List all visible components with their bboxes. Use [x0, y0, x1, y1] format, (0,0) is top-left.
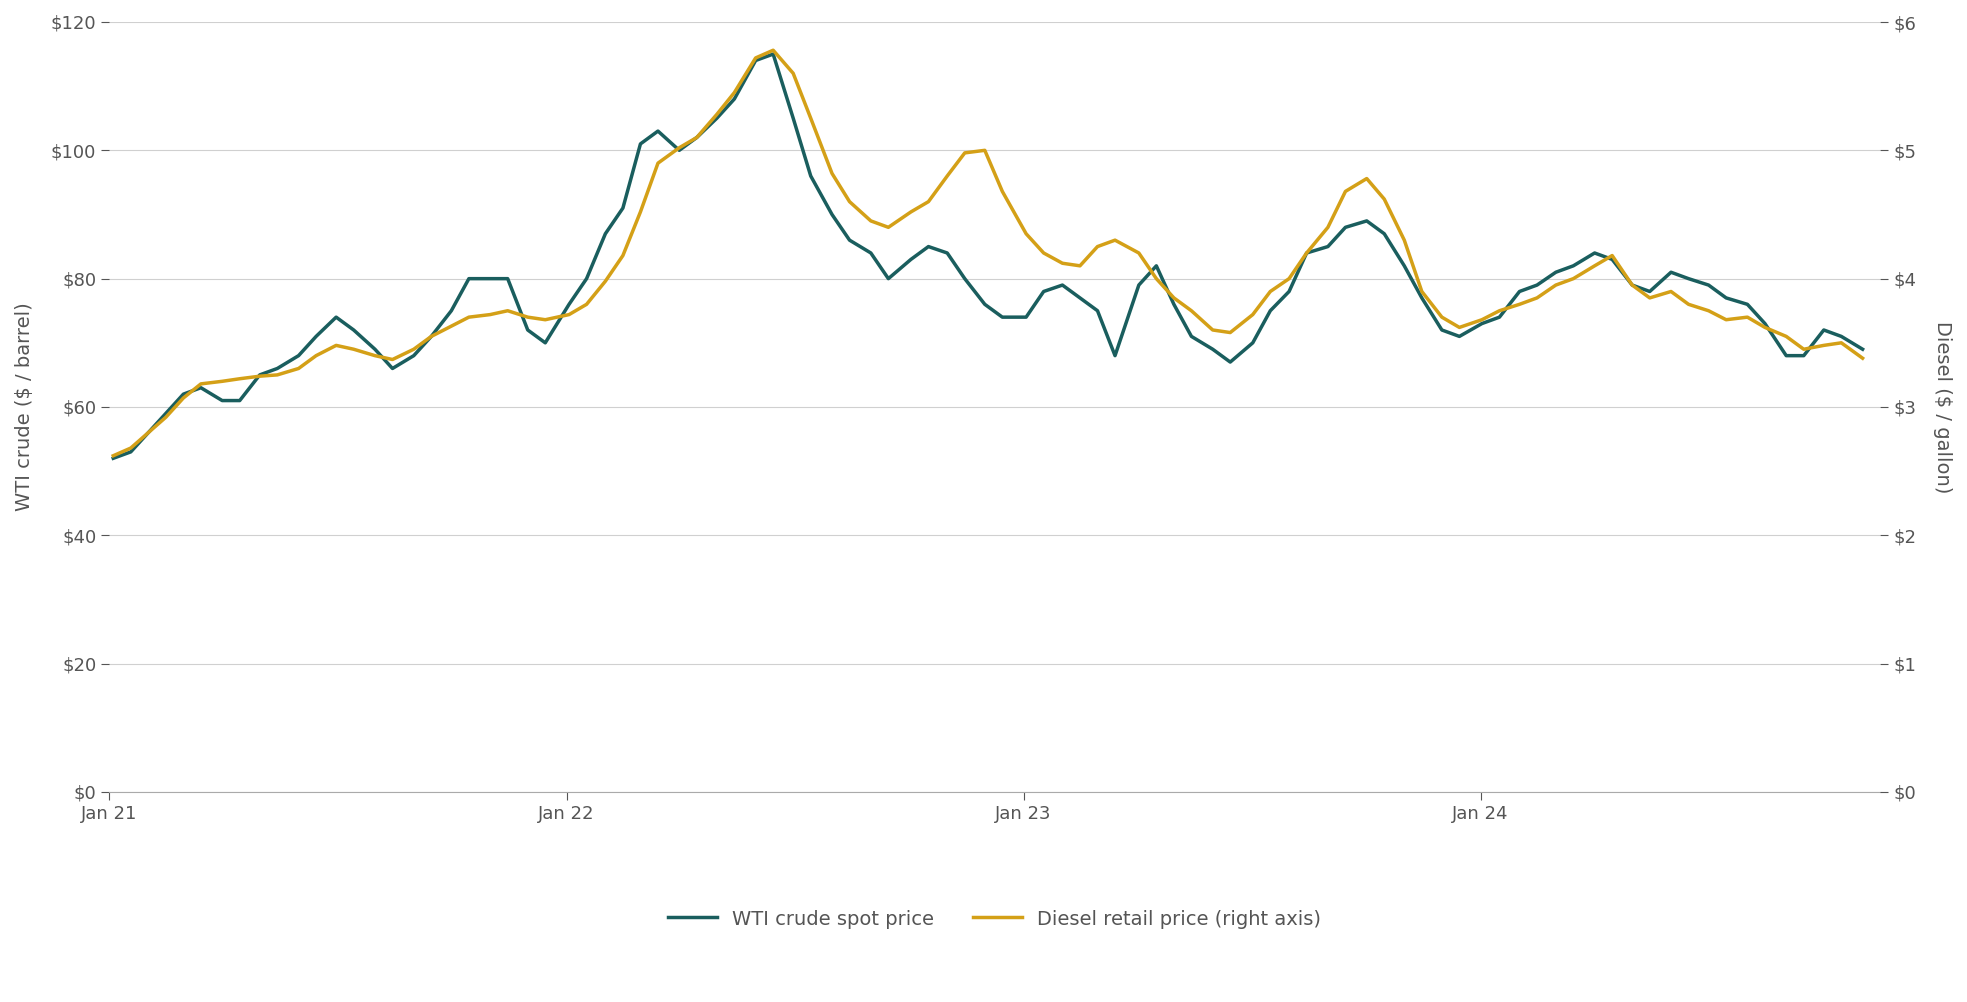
Legend: WTI crude spot price, Diesel retail price (right axis): WTI crude spot price, Diesel retail pric…	[661, 902, 1330, 937]
Y-axis label: WTI crude ($ / barrel): WTI crude ($ / barrel)	[16, 303, 33, 511]
Y-axis label: Diesel ($ / gallon): Diesel ($ / gallon)	[1934, 321, 1951, 493]
